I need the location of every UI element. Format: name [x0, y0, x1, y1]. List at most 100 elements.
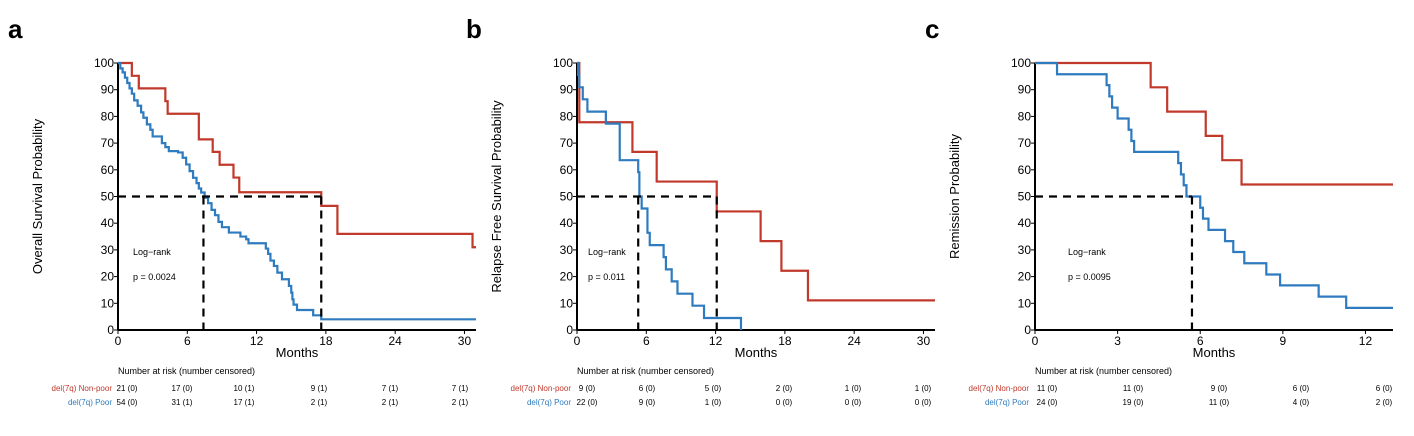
y-axis-label: Overall Survival Probability	[30, 118, 45, 274]
risk-row-label: del(7q) Poor	[527, 398, 571, 407]
x-tick-label: 12	[1359, 334, 1373, 348]
risk-value: 9 (1)	[311, 384, 328, 393]
risk-row-label: del(7q) Poor	[68, 398, 112, 407]
risk-row-label: del(7q) Non-poor	[52, 384, 113, 393]
y-tick-label: 60	[560, 163, 574, 177]
panel-label: a	[8, 14, 23, 44]
panel-a: a 0 10 20 30 40 50 60 70 80 90 100 0 6 12 18 24 30 Months O…	[8, 14, 476, 407]
x-tick-label: 6	[1197, 334, 1204, 348]
risk-value: 17 (1)	[234, 398, 255, 407]
series-line-poor	[118, 61, 476, 321]
risk-value: 0 (0)	[915, 398, 932, 407]
x-tick-label: 24	[388, 334, 402, 348]
x-tick-label: 6	[643, 334, 650, 348]
y-tick-label: 0	[1024, 323, 1031, 337]
logrank-label: Log−rank	[588, 247, 626, 257]
risk-value: 0 (0)	[845, 398, 862, 407]
risk-value: 2 (1)	[382, 398, 399, 407]
risk-value: 11 (0)	[1209, 398, 1230, 407]
risk-value: 2 (0)	[776, 384, 793, 393]
risk-value: 7 (1)	[382, 384, 399, 393]
y-tick-label: 10	[560, 296, 574, 310]
risk-value: 6 (0)	[639, 384, 656, 393]
x-tick-label: 0	[115, 334, 122, 348]
risk-row-label: del(7q) Non-poor	[969, 384, 1030, 393]
y-tick-label: 20	[560, 270, 574, 284]
risk-value: 1 (0)	[705, 398, 722, 407]
risk-value: 2 (1)	[452, 398, 469, 407]
y-tick-label: 90	[1018, 83, 1032, 97]
y-tick-label: 30	[1018, 243, 1032, 257]
x-axis-label: Months	[735, 345, 778, 360]
p-value-label: p = 0.0024	[133, 272, 176, 282]
panel-label: b	[466, 14, 482, 44]
y-tick-label: 40	[560, 216, 574, 230]
x-tick-label: 9	[1280, 334, 1287, 348]
x-tick-label: 18	[319, 334, 333, 348]
p-value-label: p = 0.0095	[1068, 272, 1111, 282]
y-tick-label: 40	[101, 216, 115, 230]
x-tick-label: 0	[574, 334, 581, 348]
series-line-non-poor	[1035, 61, 1393, 186]
y-tick-label: 20	[1018, 270, 1032, 284]
logrank-label: Log−rank	[1068, 247, 1106, 257]
y-tick-label: 40	[1018, 216, 1032, 230]
x-tick-label: 6	[184, 334, 191, 348]
risk-value: 10 (1)	[234, 384, 255, 393]
risk-table-title: Number at risk (number censored)	[118, 366, 255, 376]
risk-value: 5 (0)	[705, 384, 722, 393]
risk-table-title: Number at risk (number censored)	[1035, 366, 1172, 376]
x-axis-label: Months	[1193, 345, 1236, 360]
risk-value: 4 (0)	[1293, 398, 1310, 407]
y-tick-label: 50	[101, 190, 115, 204]
y-tick-label: 50	[560, 190, 574, 204]
risk-value: 54 (0)	[117, 398, 138, 407]
y-tick-label: 90	[101, 83, 115, 97]
risk-value: 22 (0)	[577, 398, 598, 407]
y-tick-label: 80	[1018, 109, 1032, 123]
y-tick-label: 100	[94, 56, 114, 70]
logrank-label: Log−rank	[133, 247, 171, 257]
risk-value: 2 (1)	[311, 398, 328, 407]
risk-value: 9 (0)	[639, 398, 656, 407]
risk-row-label: del(7q) Poor	[985, 398, 1029, 407]
x-tick-label: 0	[1032, 334, 1039, 348]
y-tick-label: 90	[560, 83, 574, 97]
y-tick-label: 10	[1018, 296, 1032, 310]
risk-value: 24 (0)	[1037, 398, 1058, 407]
y-axis-label: Remission Probability	[947, 134, 962, 259]
y-tick-label: 0	[107, 323, 114, 337]
y-tick-label: 60	[101, 163, 115, 177]
risk-value: 11 (0)	[1123, 384, 1144, 393]
y-tick-label: 30	[101, 243, 115, 257]
y-tick-label: 20	[101, 270, 115, 284]
y-tick-label: 70	[1018, 136, 1032, 150]
y-tick-label: 50	[1018, 190, 1032, 204]
panel-b: b 0 10 20 30 40 50 60 70 80 90 100 0 6 12 18 24 30 Months R…	[466, 14, 935, 407]
x-tick-label: 12	[250, 334, 264, 348]
y-tick-label: 0	[566, 323, 573, 337]
y-tick-label: 80	[101, 109, 115, 123]
p-value-label: p = 0.011	[588, 272, 625, 282]
panel-label: c	[925, 14, 939, 44]
y-tick-label: 10	[101, 296, 115, 310]
risk-value: 6 (0)	[1293, 384, 1310, 393]
x-axis-label: Months	[276, 345, 319, 360]
risk-value: 9 (0)	[579, 384, 596, 393]
risk-value: 1 (0)	[845, 384, 862, 393]
risk-value: 19 (0)	[1123, 398, 1144, 407]
risk-value: 31 (1)	[172, 398, 193, 407]
x-tick-label: 12	[709, 334, 723, 348]
x-tick-label: 30	[458, 334, 472, 348]
y-tick-label: 60	[1018, 163, 1032, 177]
y-tick-label: 70	[560, 136, 574, 150]
series-line-poor	[577, 61, 743, 330]
y-tick-label: 70	[101, 136, 115, 150]
y-tick-label: 30	[560, 243, 574, 257]
series-line-poor	[1035, 61, 1393, 309]
risk-value: 17 (0)	[172, 384, 193, 393]
risk-value: 1 (0)	[915, 384, 932, 393]
risk-value: 7 (1)	[452, 384, 469, 393]
y-tick-label: 100	[1011, 56, 1031, 70]
risk-row-label: del(7q) Non-poor	[511, 384, 572, 393]
